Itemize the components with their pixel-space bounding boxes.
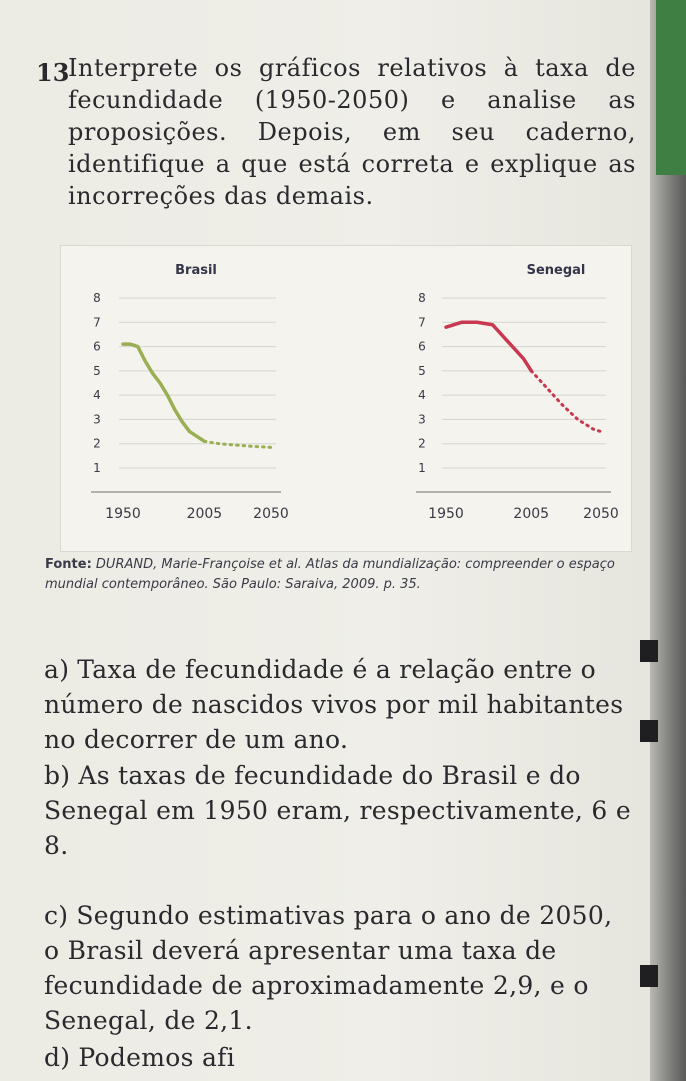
option-letter: a) — [44, 655, 70, 684]
x-tick-label: 1950 — [105, 506, 141, 522]
y-tick-label: 8 — [93, 291, 101, 305]
option-letter: b) — [44, 761, 71, 790]
option-text: Segundo estimativas para o ano de 2050, … — [44, 901, 613, 1035]
chart-panel: Brasil 8 7 6 5 4 3 2 1 1950 2005 2050 Senegal 8 7 6 5 4 3 2… — [60, 245, 632, 552]
bookmark-marker — [640, 640, 658, 662]
series-line-observed — [121, 342, 207, 444]
series-line-projected — [529, 369, 603, 434]
option-b: b) As taxas de fecundidade do Brasil e do… — [44, 758, 634, 863]
x-tick-label: 2050 — [253, 506, 289, 522]
y-tick-label: 6 — [418, 340, 426, 354]
source-text: DURAND, Marie-Françoise et al. Atlas da … — [45, 557, 615, 592]
x-tick-label: 2050 — [583, 506, 619, 522]
y-tick-label: 3 — [93, 412, 101, 426]
y-tick-label: 5 — [418, 364, 426, 378]
green-tab — [656, 0, 686, 175]
y-tick-label: 2 — [418, 437, 426, 451]
source-label: Fonte: — [45, 557, 92, 572]
option-text: Podemos afi — [78, 1043, 236, 1072]
option-c: c) Segundo estimativas para o ano de 2050… — [44, 898, 634, 1038]
bookmark-marker — [640, 965, 658, 987]
y-tick-label: 8 — [418, 291, 426, 305]
y-tick-label: 4 — [418, 388, 426, 402]
y-tick-label: 6 — [93, 340, 101, 354]
series-line-observed — [444, 320, 533, 373]
y-tick-label: 5 — [93, 364, 101, 378]
y-tick-label: 2 — [93, 437, 101, 451]
source-citation: Fonte: DURAND, Marie-Françoise et al. At… — [45, 555, 645, 595]
question-text: Interprete os gráficos relativos à taxa … — [68, 54, 636, 210]
charts-svg: Brasil 8 7 6 5 4 3 2 1 1950 2005 2050 Senegal 8 7 6 5 4 3 2… — [91, 263, 619, 522]
option-letter: d) — [44, 1043, 71, 1072]
y-tick-label: 7 — [418, 315, 426, 329]
option-text: Taxa de fecundidade é a relação entre o … — [44, 655, 624, 754]
question-number: 13 — [36, 58, 70, 87]
y-tick-label: 1 — [418, 461, 426, 475]
x-tick-label: 2005 — [187, 506, 223, 522]
chart-title: Senegal — [527, 263, 586, 278]
x-tick-label: 1950 — [428, 506, 464, 522]
series-line-projected — [202, 439, 273, 449]
y-tick-label: 3 — [418, 412, 426, 426]
bookmark-marker — [640, 720, 658, 742]
x-tick-label: 2005 — [513, 506, 549, 522]
chart-title: Brasil — [175, 263, 217, 278]
y-tick-label: 4 — [93, 388, 101, 402]
option-letter: c) — [44, 901, 69, 930]
option-a: a) Taxa de fecundidade é a relação entre … — [44, 652, 634, 757]
y-tick-label: 1 — [93, 461, 101, 475]
y-tick-label: 7 — [93, 315, 101, 329]
page-edge — [650, 0, 686, 1081]
option-text: As taxas de fecundidade do Brasil e do S… — [44, 761, 631, 860]
option-d: d) Podemos afi — [44, 1040, 634, 1075]
